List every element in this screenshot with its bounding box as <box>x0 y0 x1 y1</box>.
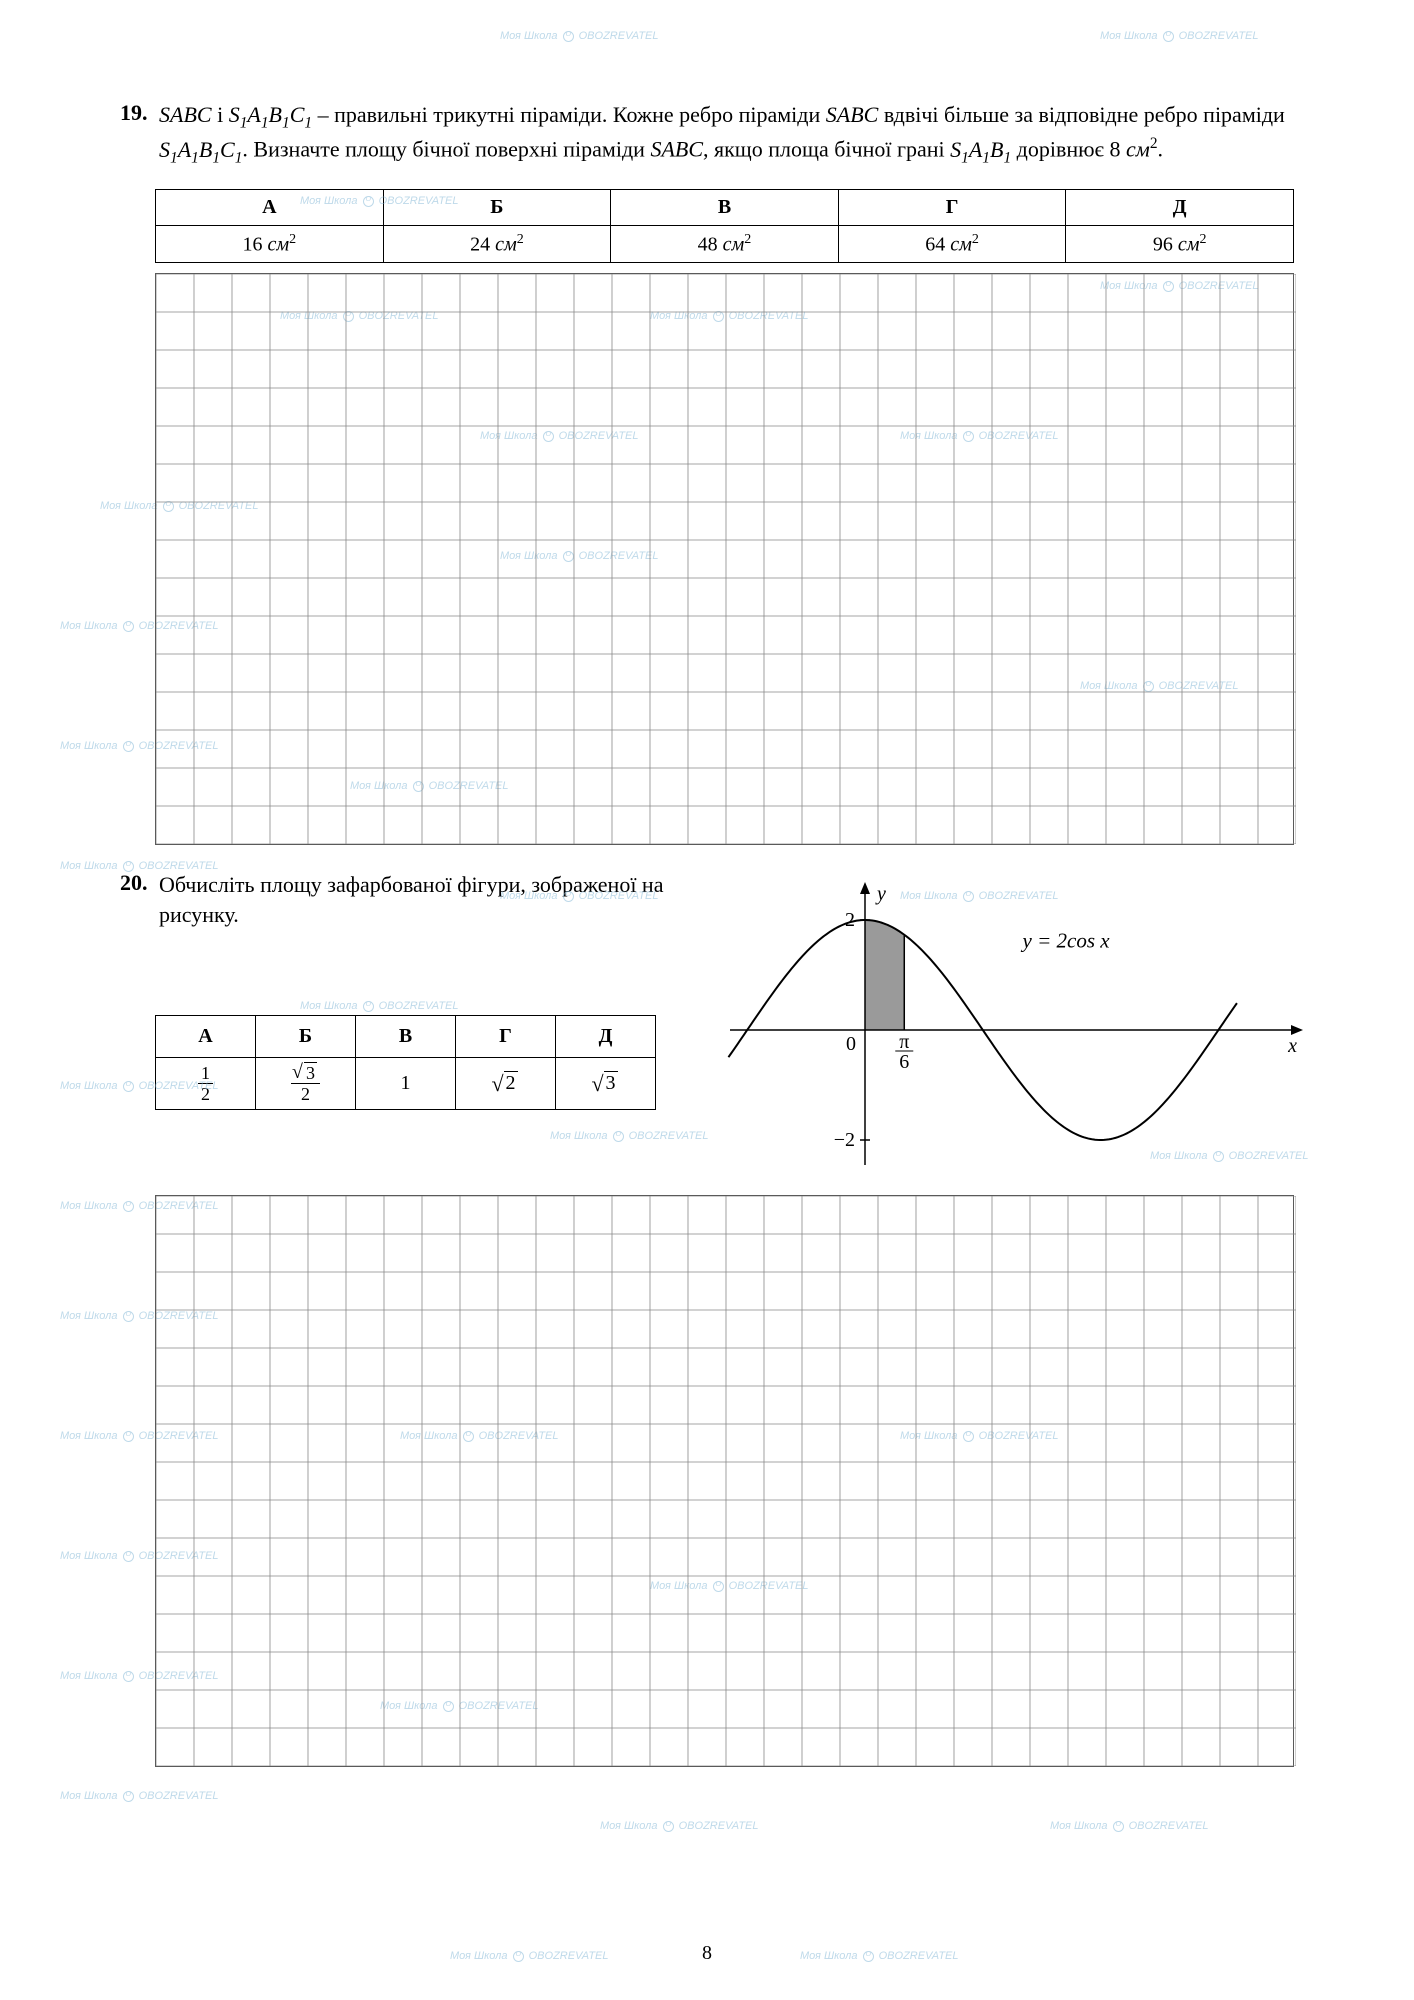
answer-cell: 12 <box>156 1057 256 1109</box>
svg-text:y: y <box>875 883 886 905</box>
answer-cell: 48 см2 <box>611 225 839 263</box>
q19-number: 19. <box>120 100 155 126</box>
answer-cell: 16 см2 <box>156 225 384 263</box>
watermark: Моя Школа OBOZREVATEL <box>500 30 659 42</box>
watermark: Моя Школа OBOZREVATEL <box>1050 1820 1209 1832</box>
svg-text:π: π <box>899 1031 909 1053</box>
answer-cell: 24 см2 <box>383 225 611 263</box>
col-header: Г <box>456 1015 556 1057</box>
q19-text: SABC і S1A1B1C1 – правильні трикутні пір… <box>159 100 1289 169</box>
table-row: 12 32 1 2 3 <box>156 1057 656 1109</box>
question-19: 19. SABC і S1A1B1C1 – правильні трикутні… <box>120 100 1294 169</box>
col-header: А <box>156 189 384 225</box>
q19-answer-table: А Б В Г Д 16 см2 24 см2 48 см2 64 см2 96… <box>155 189 1294 264</box>
col-header: Б <box>383 189 611 225</box>
q20-work-grid <box>155 1195 1294 1767</box>
q20-number: 20. <box>120 870 155 896</box>
q20-chart: y x 2 −2 0 π6 y = 2cos x <box>725 880 1305 1180</box>
svg-text:−2: −2 <box>834 1129 855 1151</box>
answer-cell: 32 <box>256 1057 356 1109</box>
answer-cell: 1 <box>356 1057 456 1109</box>
watermark: Моя Школа OBOZREVATEL <box>60 1790 219 1802</box>
svg-text:2: 2 <box>845 909 855 931</box>
watermark: Моя Школа OBOZREVATEL <box>600 1820 759 1832</box>
col-header: А <box>156 1015 256 1057</box>
table-row: А Б В Г Д <box>156 1015 656 1057</box>
col-header: В <box>356 1015 456 1057</box>
q19-work-grid <box>155 273 1294 845</box>
answer-cell: 64 см2 <box>838 225 1066 263</box>
col-header: В <box>611 189 839 225</box>
col-header: Д <box>1066 189 1294 225</box>
q20-answer-table: А Б В Г Д 12 32 1 2 3 <box>155 1015 656 1110</box>
svg-text:0: 0 <box>846 1033 856 1055</box>
answer-cell: 2 <box>456 1057 556 1109</box>
table-row: 16 см2 24 см2 48 см2 64 см2 96 см2 <box>156 225 1294 263</box>
col-header: Б <box>256 1015 356 1057</box>
watermark: Моя Школа OBOZREVATEL <box>800 1950 959 1962</box>
svg-text:x: x <box>1287 1035 1297 1057</box>
page-number: 8 <box>702 1942 712 1965</box>
watermark: Моя Школа OBOZREVATEL <box>450 1950 609 1962</box>
col-header: Д <box>556 1015 656 1057</box>
watermark: Моя Школа OBOZREVATEL <box>1100 30 1259 42</box>
svg-text:6: 6 <box>899 1051 909 1073</box>
svg-text:y = 2cos x: y = 2cos x <box>1021 928 1111 952</box>
answer-cell: 96 см2 <box>1066 225 1294 263</box>
answer-cell: 3 <box>556 1057 656 1109</box>
table-row: А Б В Г Д <box>156 189 1294 225</box>
col-header: Г <box>838 189 1066 225</box>
